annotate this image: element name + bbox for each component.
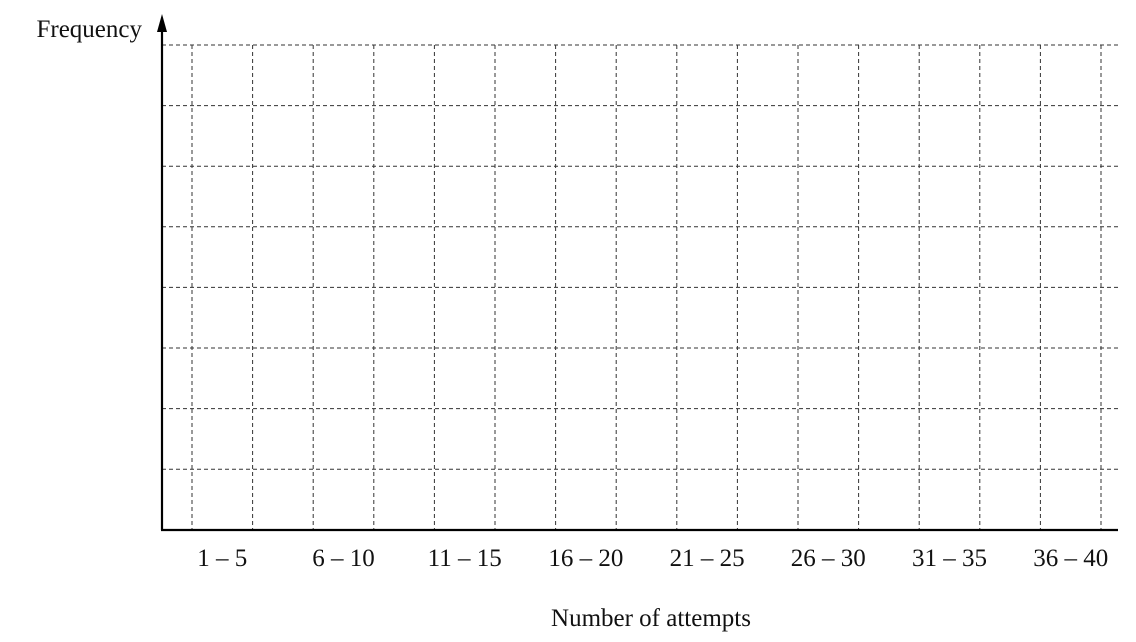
x-tick-label: 31 – 35: [912, 545, 987, 572]
x-tick-label: 16 – 20: [548, 545, 623, 572]
x-tick-label: 11 – 15: [428, 545, 502, 572]
x-tick-label: 6 – 10: [312, 545, 375, 572]
y-axis-title: Frequency: [36, 16, 142, 43]
y-axis-arrow-icon: [157, 14, 167, 32]
x-tick-label: 26 – 30: [791, 545, 866, 572]
grid: [162, 44, 1118, 530]
x-tick-label: 1 – 5: [197, 545, 247, 572]
x-tick-label: 36 – 40: [1033, 545, 1108, 572]
x-tick-label: 21 – 25: [670, 545, 745, 572]
x-axis-title: Number of attempts: [551, 605, 751, 632]
x-tick-labels: 1 – 5 6 – 10 11 – 15 16 – 20 21 – 25 26 – 30 3…: [197, 545, 1108, 572]
